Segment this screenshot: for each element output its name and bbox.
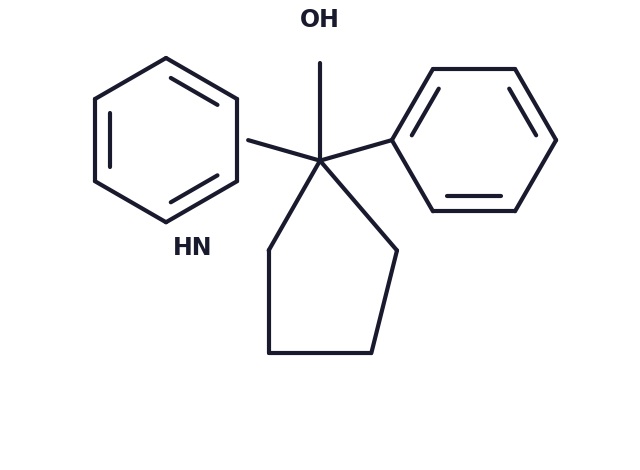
Text: HN: HN [173, 236, 212, 260]
Text: OH: OH [300, 8, 340, 32]
